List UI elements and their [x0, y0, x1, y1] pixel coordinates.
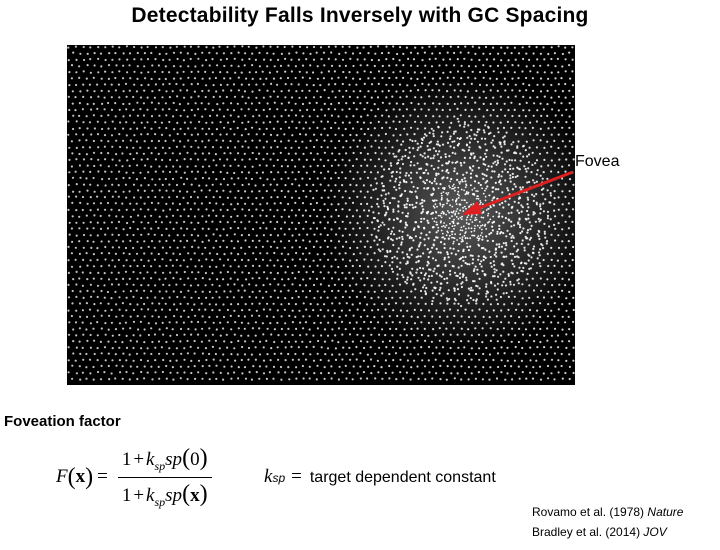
formula-var: x	[75, 466, 86, 487]
formula-denominator: 1 + kspsp(x)	[121, 480, 208, 509]
formula-equals: =	[97, 466, 108, 487]
foveation-formula: F (x) = 1 + kspsp(0) 1 + kspsp(x)	[56, 445, 212, 510]
mosaic-dots	[67, 45, 575, 385]
ganglion-cell-mosaic-image	[67, 45, 575, 385]
reference-item: Bradley et al. (2014) JOV	[532, 525, 667, 539]
fovea-label: Fovea	[575, 153, 620, 170]
slide-title: Detectability Falls Inversely with GC Sp…	[131, 4, 589, 27]
ksp-description: target dependent constant	[309, 469, 496, 486]
formula-fraction: 1 + kspsp(0) 1 + kspsp(x)	[117, 445, 212, 510]
ksp-symbol: k	[264, 466, 273, 487]
formula-numerator: 1 + kspsp(0)	[117, 445, 212, 478]
reference-item: Rovamo et al. (1978) Nature	[532, 505, 684, 519]
foveation-factor-heading: Foveation factor	[4, 413, 121, 430]
references: Rovamo et al. (1978) Nature Bradley et a…	[532, 502, 683, 542]
formula-func: F	[56, 466, 68, 487]
ksp-definition: k sp = target dependent constant	[264, 466, 496, 487]
